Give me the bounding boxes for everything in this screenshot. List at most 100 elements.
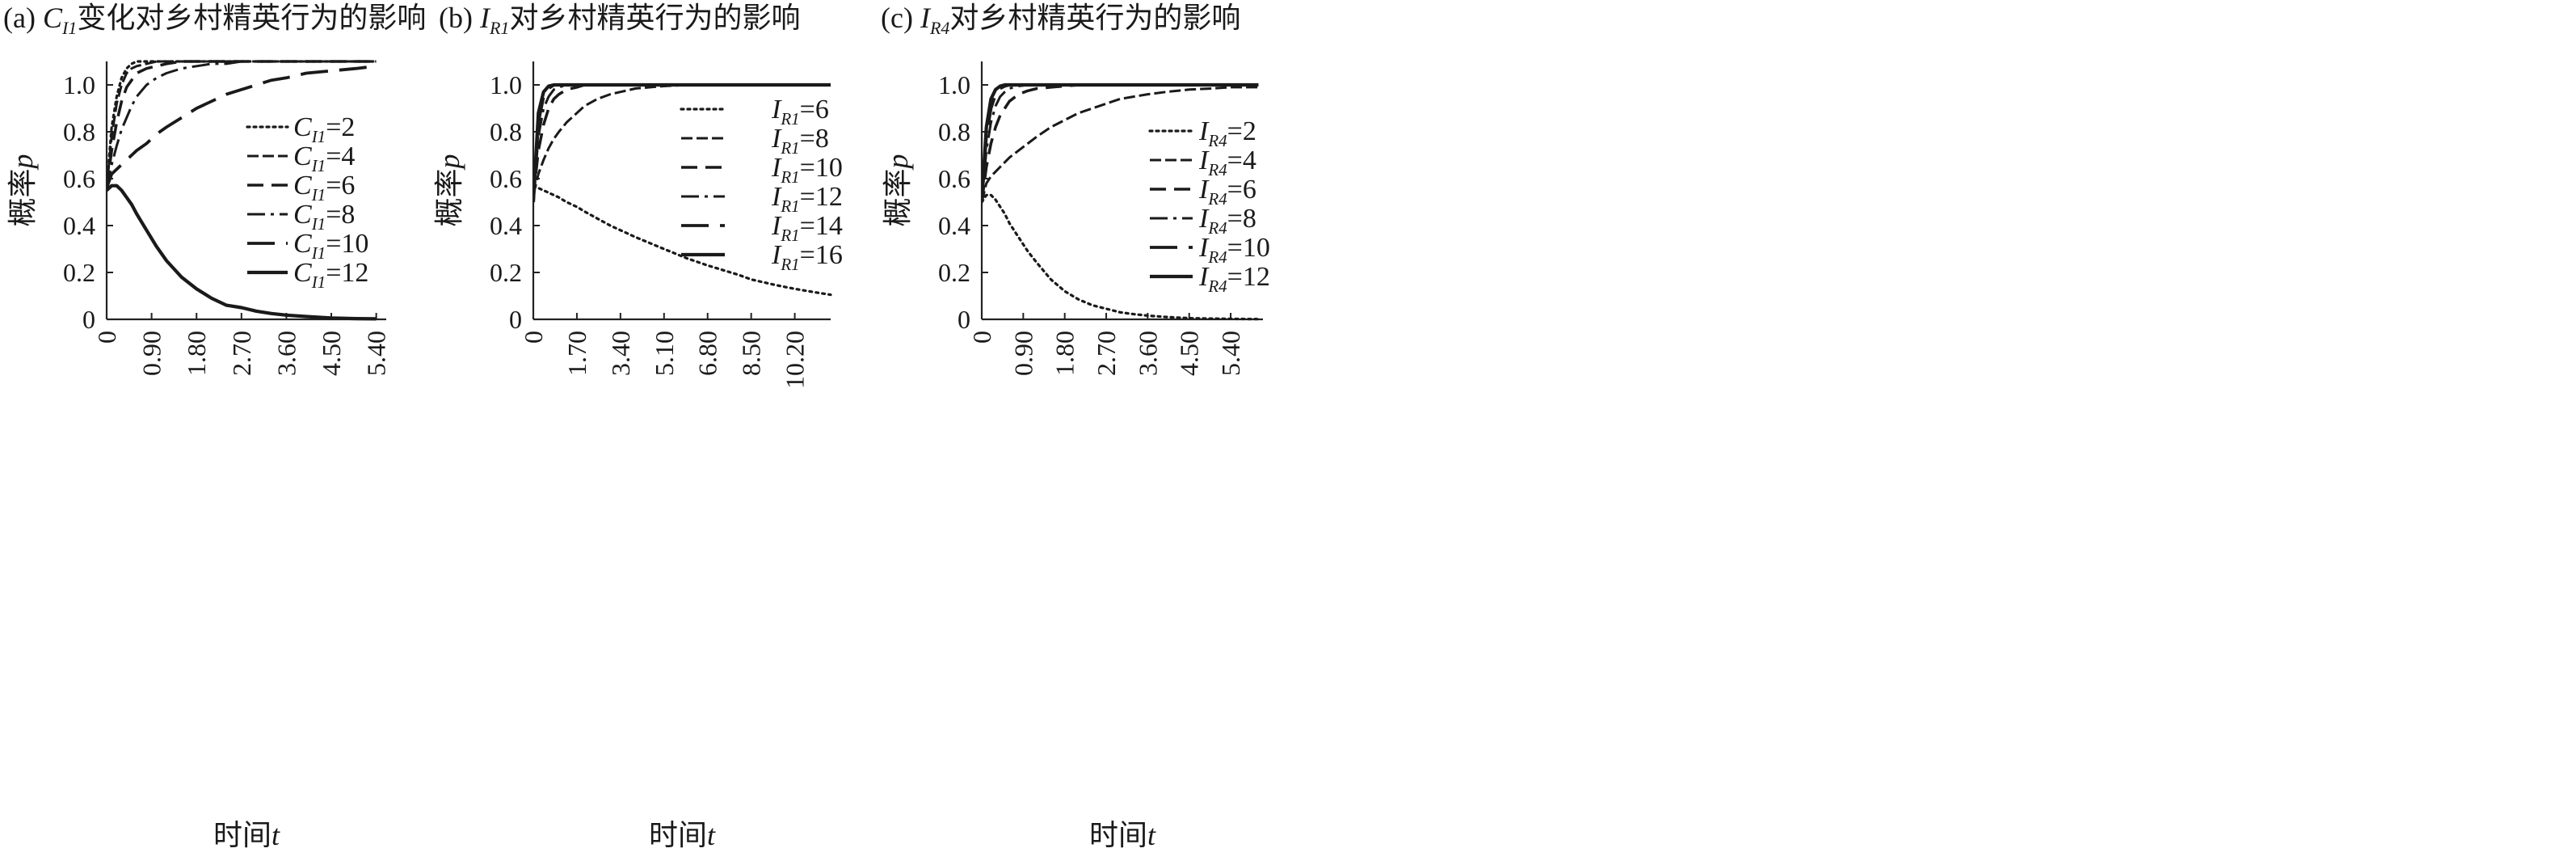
legend-label-5-var: C	[293, 229, 312, 259]
legend-label-3-var: C	[293, 171, 312, 200]
legend-label-4-rest: =12	[800, 182, 843, 212]
legend-label-1-rest: =6	[800, 95, 829, 125]
series-line-6	[107, 184, 377, 321]
series-line-4	[107, 60, 377, 188]
legend-label-4: IR1=12	[771, 182, 843, 216]
y-axis-label: 概率p	[882, 154, 914, 226]
legend-label-4-rest: =8	[326, 200, 355, 230]
y-tick-label: 0.8	[490, 117, 522, 146]
y-axis-label-var: p	[6, 154, 39, 171]
legend-label-2: IR1=8	[771, 124, 829, 158]
legend-label-4-rest: =8	[1227, 204, 1256, 234]
chart-title-rest: 变化对乡村精英行为的影响	[77, 2, 426, 34]
legend-label-4-var: I	[771, 182, 782, 212]
legend-label-4-sub: I1	[311, 214, 326, 234]
y-axis-label-var: p	[433, 154, 465, 171]
chart-title: (b) IR1对乡村精英行为的影响	[439, 2, 800, 38]
legend-label-5: CI1=10	[293, 229, 368, 263]
legend-label-1-rest: =2	[1227, 116, 1256, 146]
y-tick-label: 0	[958, 305, 970, 334]
legend-label-6-var: C	[293, 258, 312, 288]
legend-label-1-var: I	[1198, 116, 1210, 146]
x-axis-label-text: 时间	[1089, 819, 1147, 851]
series-line-2	[533, 83, 831, 196]
legend-label-3-rest: =6	[1227, 175, 1256, 205]
legend-label-4: CI1=8	[293, 200, 355, 234]
chart-title-var: C	[43, 2, 63, 34]
x-tick-label: 5.40	[362, 331, 391, 376]
legend-label-5-sub: I1	[311, 243, 326, 263]
legend-label-4-sub: R4	[1207, 218, 1227, 238]
x-tick-label: 3.60	[271, 331, 301, 376]
legend-label-2-sub: I1	[311, 156, 326, 175]
legend-label-2-rest: =4	[1227, 146, 1256, 175]
x-axis-label-var: t	[271, 819, 280, 851]
legend-label-2-sub: R1	[780, 138, 799, 158]
y-tick-label: 1.0	[63, 70, 95, 99]
legend-label-3: IR1=10	[771, 153, 843, 187]
x-axis-label-text: 时间	[649, 819, 707, 851]
legend-label-1: IR1=6	[771, 95, 829, 129]
chart-title-rest: 对乡村精英行为的影响	[949, 2, 1240, 34]
y-axis-label-var: p	[882, 154, 914, 171]
legend-label-6: IR1=16	[771, 240, 843, 274]
x-tick-label: 1.70	[562, 331, 591, 376]
x-tick-label: 0.90	[137, 331, 166, 376]
y-axis-label-text: 概率	[882, 168, 914, 226]
chart-title-sub: R1	[489, 18, 509, 38]
legend-label-4-var: I	[1198, 204, 1210, 234]
legend-label-2-sub: R4	[1207, 160, 1227, 179]
y-axis-label-text: 概率	[433, 168, 465, 226]
legend-label-2-var: I	[1198, 146, 1210, 175]
x-axis-label: 时间t	[1089, 819, 1156, 851]
x-tick-label: 8.50	[737, 331, 766, 376]
x-tick-label: 6.80	[693, 331, 722, 376]
legend-label-6-rest: =12	[1227, 262, 1270, 292]
legend-label-1-sub: R4	[1207, 131, 1227, 150]
legend-label-3-sub: R4	[1207, 189, 1227, 209]
y-tick-label: 1.0	[490, 70, 522, 99]
legend-label-2-rest: =8	[800, 124, 829, 154]
x-tick-label: 0.90	[1008, 331, 1038, 376]
y-tick-label: 0.6	[938, 164, 970, 193]
legend-label-6-sub: R1	[780, 255, 799, 274]
legend-label-5: IR4=10	[1198, 233, 1270, 267]
series-line-2	[107, 60, 377, 188]
x-tick-label: 5.10	[650, 331, 679, 376]
y-tick-label: 0.4	[938, 211, 970, 240]
x-axis-label-var: t	[707, 819, 716, 851]
chart-title-rest: 对乡村精英行为的影响	[509, 2, 800, 34]
legend-label-2-rest: =4	[326, 141, 355, 171]
y-tick-label: 0	[509, 305, 522, 334]
legend-label-5: IR1=14	[771, 211, 843, 245]
legend-label-5-rest: =10	[326, 229, 368, 259]
x-axis-label: 时间t	[213, 819, 280, 851]
y-tick-label: 0.4	[63, 211, 95, 240]
x-tick-label: 0	[967, 331, 996, 344]
legend-label-3-sub: R1	[780, 167, 799, 187]
legend-label-6-rest: =12	[326, 258, 368, 288]
legend-label-5-var: I	[771, 211, 782, 241]
x-tick-label: 2.70	[227, 331, 256, 376]
legend-label-5-rest: =10	[1227, 233, 1270, 263]
chart-title-var: I	[920, 2, 932, 34]
legend-label-1-rest: =2	[326, 112, 355, 142]
chart-title: (c) IR4对乡村精英行为的影响	[881, 2, 1240, 38]
series-line-1	[982, 193, 1260, 321]
series-line-1	[533, 184, 832, 297]
x-tick-label: 10.20	[781, 331, 810, 389]
legend-label-1-sub: R1	[780, 109, 799, 129]
legend-label-6-rest: =16	[800, 240, 843, 270]
x-tick-label: 2.70	[1092, 331, 1121, 376]
x-tick-label: 4.50	[1175, 331, 1204, 376]
x-axis-label-var: t	[1147, 819, 1156, 851]
legend-label-2: CI1=4	[293, 141, 355, 175]
chart-title: (a) CI1变化对乡村精英行为的影响	[3, 2, 426, 38]
legend-label-3-rest: =10	[800, 153, 843, 183]
y-tick-label: 0.2	[938, 258, 970, 287]
y-tick-label: 0.6	[490, 164, 522, 193]
